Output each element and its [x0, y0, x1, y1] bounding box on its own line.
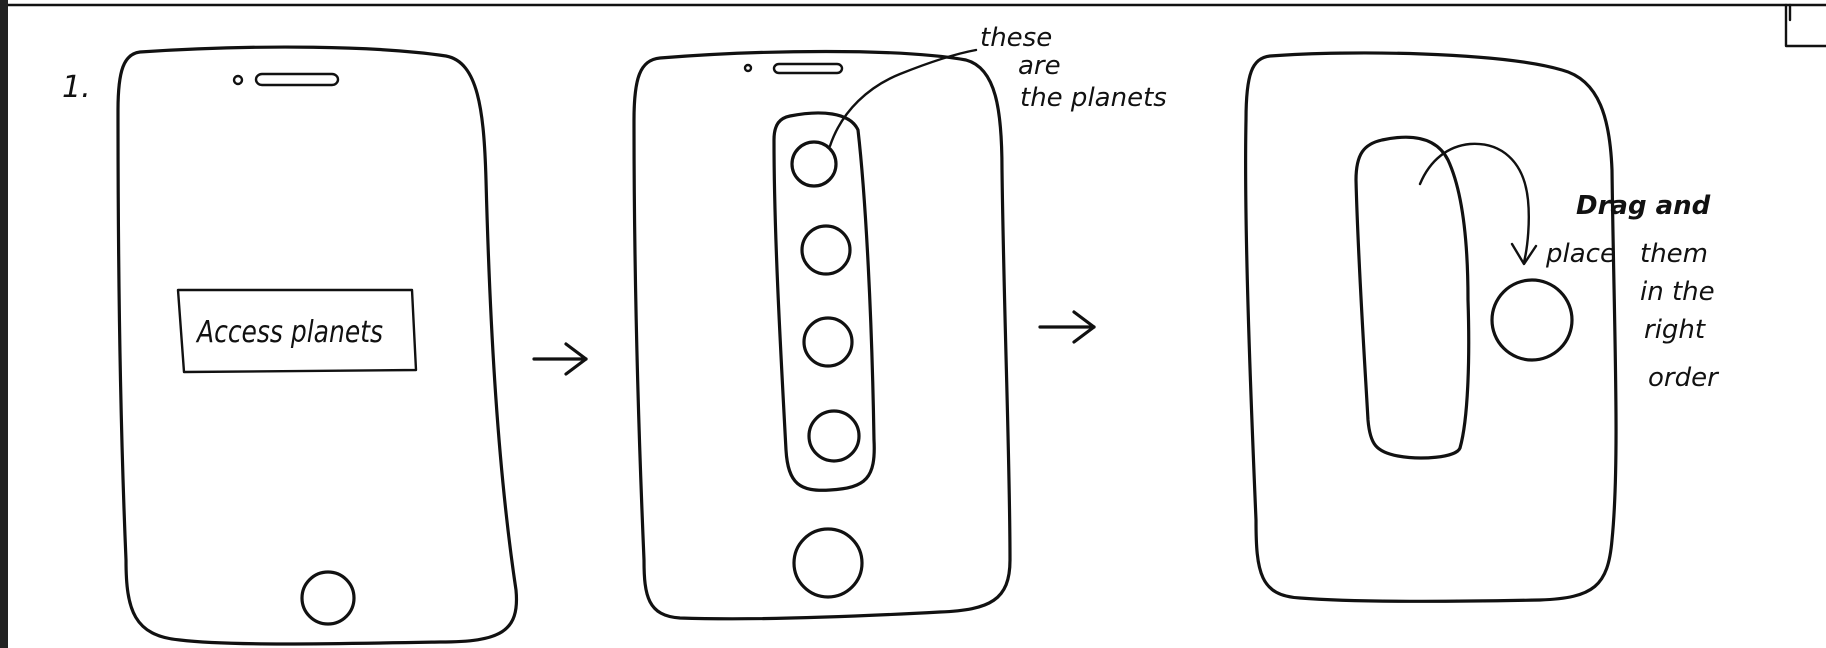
annotation-right: right	[1644, 315, 1706, 345]
access-planets-button-outline[interactable]	[176, 288, 418, 374]
phone-2-camera-icon	[743, 63, 753, 73]
annotation-pointer-line	[828, 48, 978, 148]
phone-1-outline	[116, 45, 519, 646]
drag-path-arrow	[1418, 142, 1530, 264]
annotation-in-the: in the	[1640, 277, 1715, 307]
annotation-them: them	[1640, 239, 1708, 269]
draggable-planet[interactable]	[1490, 278, 1574, 362]
annotation-drag-and: Drag and	[1576, 191, 1711, 221]
annotation-place: place	[1545, 239, 1616, 269]
flow-arrow-2	[1038, 310, 1096, 344]
paper-edge-left	[0, 0, 8, 648]
phone-2-home-button[interactable]	[792, 527, 864, 599]
planet-item-4[interactable]	[807, 409, 861, 463]
annotation-these: these	[980, 23, 1052, 53]
annotation-the-planets: the planets	[1020, 83, 1167, 113]
phone-3-outline	[1244, 51, 1618, 603]
planet-item-2[interactable]	[800, 224, 852, 276]
phone-2-speaker-icon	[772, 62, 844, 75]
planet-item-3[interactable]	[802, 316, 854, 368]
phone-2-outline	[632, 49, 1012, 621]
phone-screen-3: Drag and place them in the right order	[1244, 51, 1720, 603]
phone-screen-1: Access planets	[116, 45, 519, 646]
phone-screen-2: these are the planets	[632, 23, 1167, 621]
paper-corner-mark	[1784, 3, 1826, 48]
phone-1-camera-icon	[232, 74, 244, 86]
annotation-order: order	[1648, 363, 1720, 393]
step-number: 1.	[62, 70, 91, 105]
phone-1-speaker-icon	[254, 72, 340, 87]
drop-zone-panel[interactable]	[1354, 135, 1471, 460]
planet-list-panel	[772, 111, 876, 492]
flow-arrow-1	[532, 342, 588, 376]
drag-path-arrowhead	[1510, 242, 1538, 266]
access-planets-button-label[interactable]: Access planets	[195, 315, 383, 350]
annotation-are: are	[1018, 51, 1061, 81]
phone-1-home-button[interactable]	[300, 570, 356, 626]
planet-item-1[interactable]	[790, 140, 838, 188]
